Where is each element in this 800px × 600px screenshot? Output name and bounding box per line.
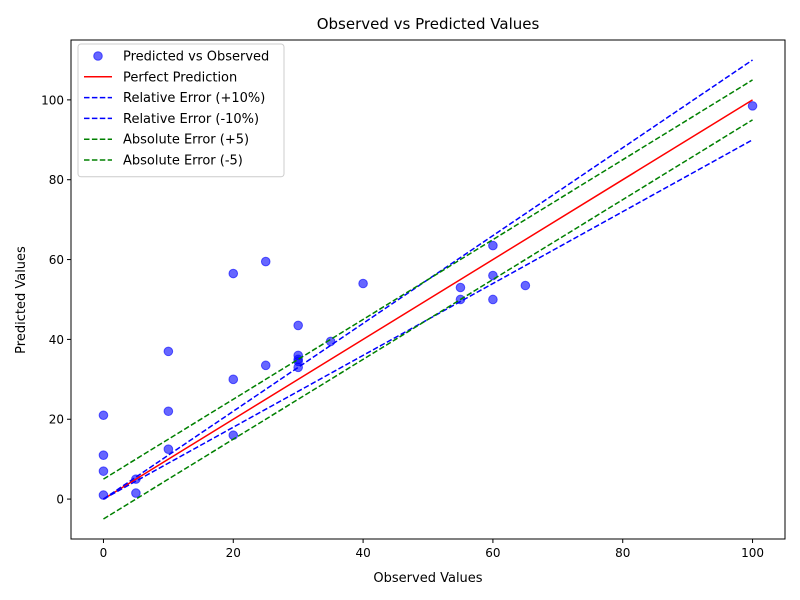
y-tick-label: 0	[56, 493, 64, 507]
y-axis-label: Predicted Values	[14, 246, 29, 354]
scatter-point	[358, 278, 368, 289]
legend-marker-point	[93, 51, 103, 61]
x-axis-label: Observed Values	[373, 571, 482, 586]
scatter-point	[228, 268, 239, 279]
scatter-point	[163, 406, 174, 417]
scatter-point	[260, 360, 271, 371]
x-tick-label: 80	[615, 546, 630, 560]
scatter-point	[163, 444, 174, 454]
scatter-point	[455, 282, 466, 293]
scatter-point	[98, 410, 109, 421]
legend-label: Relative Error (-10%)	[123, 112, 259, 127]
x-tick-label: 0	[100, 546, 108, 560]
scatter-point	[260, 256, 271, 267]
legend: Predicted vs Observed Perfect Prediction R…	[77, 43, 285, 178]
legend-label: Absolute Error (-5)	[123, 154, 243, 169]
legend-label: Predicted vs Observed	[123, 50, 269, 65]
x-tick-label: 20	[226, 546, 241, 560]
scatter-point	[293, 354, 303, 365]
y-tick-label: 60	[49, 253, 64, 267]
x-tick-label: 100	[741, 546, 764, 560]
y-tick-label: 40	[49, 333, 64, 347]
line-relative-error-10	[103, 139, 753, 500]
plot-frame	[70, 39, 786, 540]
scatter-point	[488, 240, 498, 251]
legend-box	[77, 43, 285, 178]
legend-label: Absolute Error (+5)	[123, 133, 249, 148]
y-tick-label: 80	[49, 173, 64, 187]
x-axis: 0 20 40 60 80 100	[100, 539, 764, 560]
line-perfect-prediction	[103, 99, 753, 500]
scatter-point	[293, 320, 303, 331]
legend-label: Relative Error (+10%)	[123, 91, 265, 106]
y-tick-label: 100	[41, 93, 64, 107]
line-absolute-error-5	[103, 119, 753, 520]
scatter-point	[98, 466, 109, 476]
y-tick-label: 20	[49, 413, 64, 427]
plot-area	[70, 39, 786, 540]
scatter-point	[488, 294, 498, 305]
x-tick-label: 40	[355, 546, 370, 560]
y-axis: 0 20 40 60 80 100	[41, 93, 71, 507]
scatter-point	[98, 450, 109, 460]
x-tick-label: 60	[485, 546, 500, 560]
scatter-point	[163, 346, 174, 357]
scatter-point	[520, 280, 531, 291]
legend-label: Perfect Prediction	[123, 70, 237, 85]
scatter-point	[131, 488, 141, 498]
line-absolute-error-5	[103, 79, 753, 480]
scatter-point	[228, 374, 239, 385]
chart-title: Observed vs Predicted Values	[317, 15, 540, 33]
scatter-point	[747, 101, 758, 111]
plot-content	[98, 59, 758, 520]
